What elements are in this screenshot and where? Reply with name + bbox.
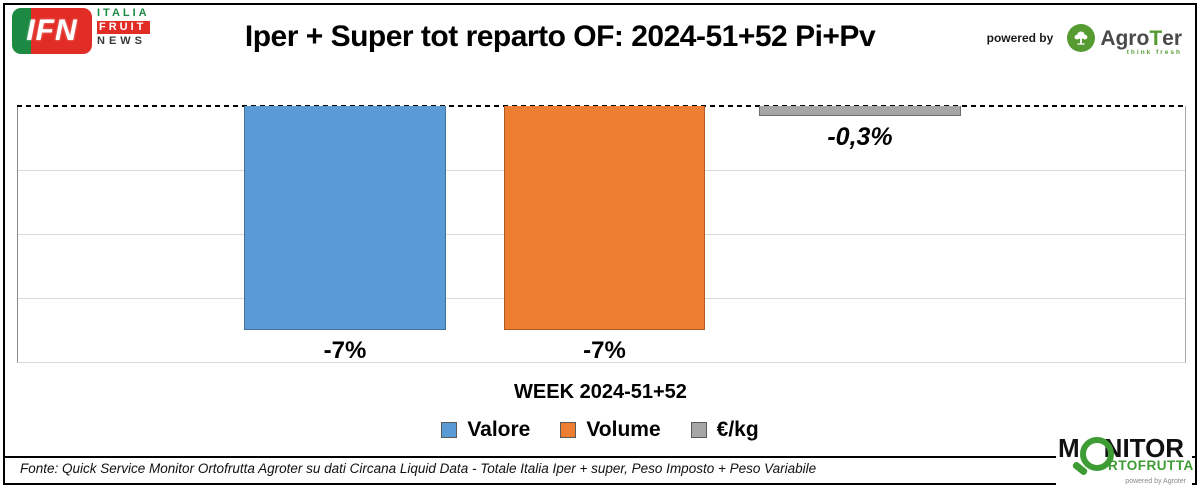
legend-item-eur-kg: €/kg: [690, 418, 759, 442]
page-border: [3, 3, 1197, 485]
ifn-italia-label: ITALIA: [97, 7, 150, 19]
monitor-powered-by: powered by Agroter: [1125, 478, 1186, 485]
data-label-valore: -7%: [323, 337, 367, 364]
legend: Valore Volume €/kg: [0, 418, 1200, 442]
ifn-news-label: NEWS: [97, 35, 146, 47]
agroter-tagline: think fresh: [1126, 49, 1182, 56]
data-label-volume: -7%: [583, 337, 626, 364]
bar-eur-kg: [759, 106, 961, 116]
ifn-logo: IFN ITALIA FRUIT NEWS: [12, 6, 168, 62]
page-title: Iper + Super tot reparto OF: 2024-51+52 …: [244, 20, 876, 53]
ifn-logo-text: ITALIA FRUIT NEWS: [97, 8, 150, 47]
legend-swatch-eur-kg: [690, 422, 707, 438]
ifn-fruit-label: FRUIT: [97, 21, 150, 34]
legend-swatch-valore: [441, 422, 458, 438]
agroter-wordmark: AgroTer think fresh: [1100, 26, 1182, 56]
bar-valore: [244, 106, 446, 330]
ifn-abbr: IFN: [26, 14, 78, 47]
monitor-wordmark: M NITOR: [1058, 433, 1185, 463]
powered-by-label: powered by: [986, 31, 1054, 45]
legend-label-eur-kg: €/kg: [716, 418, 759, 441]
monitor-ortofrutta-logo: M NITOR RTOFRUTTA powered by Agroter: [1056, 433, 1194, 485]
powered-by-block: powered by AgroTer think fresh: [986, 24, 1182, 56]
footer-separator: [5, 456, 1195, 458]
ortofrutta-wordmark: RTOFRUTTA: [1108, 458, 1194, 473]
ifn-badge-icon: IFN: [12, 8, 92, 54]
bar-volume: [504, 106, 705, 330]
legend-item-volume: Volume: [560, 418, 661, 442]
data-label-eur-kg: -0,3%: [827, 122, 893, 151]
legend-item-valore: Valore: [441, 418, 530, 442]
legend-label-valore: Valore: [467, 418, 531, 441]
legend-label-volume: Volume: [586, 418, 661, 441]
source-note: Fonte: Quick Service Monitor Ortofrutta …: [20, 461, 817, 476]
agroter-logo: AgroTer think fresh: [1067, 24, 1182, 56]
agroter-tree-icon: [1067, 24, 1096, 52]
x-axis-label: WEEK 2024-51+52: [514, 381, 687, 403]
legend-swatch-volume: [560, 422, 577, 438]
plot-area: -7% -7% -0,3%: [17, 105, 1186, 364]
magnifier-icon: [1080, 437, 1114, 471]
